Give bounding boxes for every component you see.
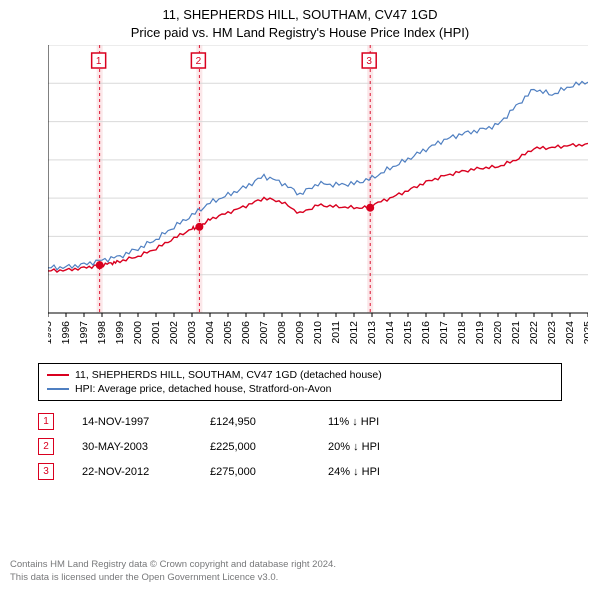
marker-table: 1 14-NOV-1997 £124,950 11% ↓ HPI 2 30-MAY-200… — [38, 409, 562, 484]
marker-date: 30-MAY-2003 — [82, 441, 182, 453]
legend-box: 11, SHEPHERDS HILL, SOUTHAM, CV47 1GD (d… — [38, 363, 562, 401]
marker-delta: 20% ↓ HPI — [328, 441, 380, 453]
svg-text:2019: 2019 — [474, 321, 486, 345]
svg-text:2017: 2017 — [438, 321, 450, 345]
svg-text:2018: 2018 — [456, 321, 468, 345]
legend-item: 11, SHEPHERDS HILL, SOUTHAM, CV47 1GD (d… — [47, 368, 553, 382]
svg-text:2016: 2016 — [420, 321, 432, 345]
chart-area: 123£0£100K£200K£300K£400K£500K£600K£700K… — [48, 45, 588, 355]
footer-line1: Contains HM Land Registry data © Crown c… — [10, 559, 336, 571]
legend-label: 11, SHEPHERDS HILL, SOUTHAM, CV47 1GD (d… — [75, 369, 382, 381]
chart-svg: 123£0£100K£200K£300K£400K£500K£600K£700K… — [48, 45, 588, 355]
svg-text:2010: 2010 — [312, 321, 324, 345]
svg-text:1997: 1997 — [78, 321, 90, 345]
svg-text:2023: 2023 — [546, 321, 558, 345]
legend-swatch — [47, 388, 69, 390]
marker-price: £225,000 — [210, 441, 300, 453]
marker-delta: 24% ↓ HPI — [328, 466, 380, 478]
marker-date: 22-NOV-2012 — [82, 466, 182, 478]
svg-text:2004: 2004 — [204, 321, 216, 345]
footer-line2: This data is licensed under the Open Gov… — [10, 572, 336, 584]
svg-text:2024: 2024 — [564, 321, 576, 345]
svg-text:2000: 2000 — [132, 321, 144, 345]
svg-text:2020: 2020 — [492, 321, 504, 345]
svg-text:2001: 2001 — [150, 321, 162, 345]
svg-text:1998: 1998 — [96, 321, 108, 345]
legend-swatch — [47, 374, 69, 376]
marker-row: 2 30-MAY-2003 £225,000 20% ↓ HPI — [38, 434, 562, 459]
svg-text:1: 1 — [96, 56, 102, 67]
svg-text:2007: 2007 — [258, 321, 270, 345]
svg-text:2002: 2002 — [168, 321, 180, 345]
svg-text:1996: 1996 — [60, 321, 72, 345]
svg-text:1999: 1999 — [114, 321, 126, 345]
legend-label: HPI: Average price, detached house, Stra… — [75, 383, 331, 395]
svg-text:2011: 2011 — [330, 321, 342, 344]
marker-row: 3 22-NOV-2012 £275,000 24% ↓ HPI — [38, 459, 562, 484]
marker-number: 2 — [38, 438, 54, 455]
svg-text:2014: 2014 — [384, 321, 396, 345]
footer-text: Contains HM Land Registry data © Crown c… — [10, 559, 336, 584]
marker-row: 1 14-NOV-1997 £124,950 11% ↓ HPI — [38, 409, 562, 434]
marker-price: £275,000 — [210, 466, 300, 478]
marker-price: £124,950 — [210, 416, 300, 428]
svg-text:2013: 2013 — [366, 321, 378, 345]
svg-text:2003: 2003 — [186, 321, 198, 345]
svg-text:3: 3 — [366, 56, 372, 67]
svg-text:1995: 1995 — [48, 321, 54, 345]
legend-item: HPI: Average price, detached house, Stra… — [47, 382, 553, 396]
svg-text:2008: 2008 — [276, 321, 288, 345]
svg-text:2025: 2025 — [582, 321, 588, 345]
marker-number: 1 — [38, 413, 54, 430]
svg-text:2012: 2012 — [348, 321, 360, 345]
title-line2: Price paid vs. HM Land Registry's House … — [0, 24, 600, 42]
marker-date: 14-NOV-1997 — [82, 416, 182, 428]
title-line1: 11, SHEPHERDS HILL, SOUTHAM, CV47 1GD — [0, 6, 600, 24]
marker-delta: 11% ↓ HPI — [328, 416, 379, 428]
chart-title: 11, SHEPHERDS HILL, SOUTHAM, CV47 1GD Pr… — [0, 0, 600, 41]
svg-text:2: 2 — [196, 56, 202, 67]
svg-text:2021: 2021 — [510, 321, 522, 345]
marker-number: 3 — [38, 463, 54, 480]
svg-text:2009: 2009 — [294, 321, 306, 345]
svg-text:2022: 2022 — [528, 321, 540, 345]
svg-text:2005: 2005 — [222, 321, 234, 345]
svg-text:2015: 2015 — [402, 321, 414, 345]
svg-text:2006: 2006 — [240, 321, 252, 345]
